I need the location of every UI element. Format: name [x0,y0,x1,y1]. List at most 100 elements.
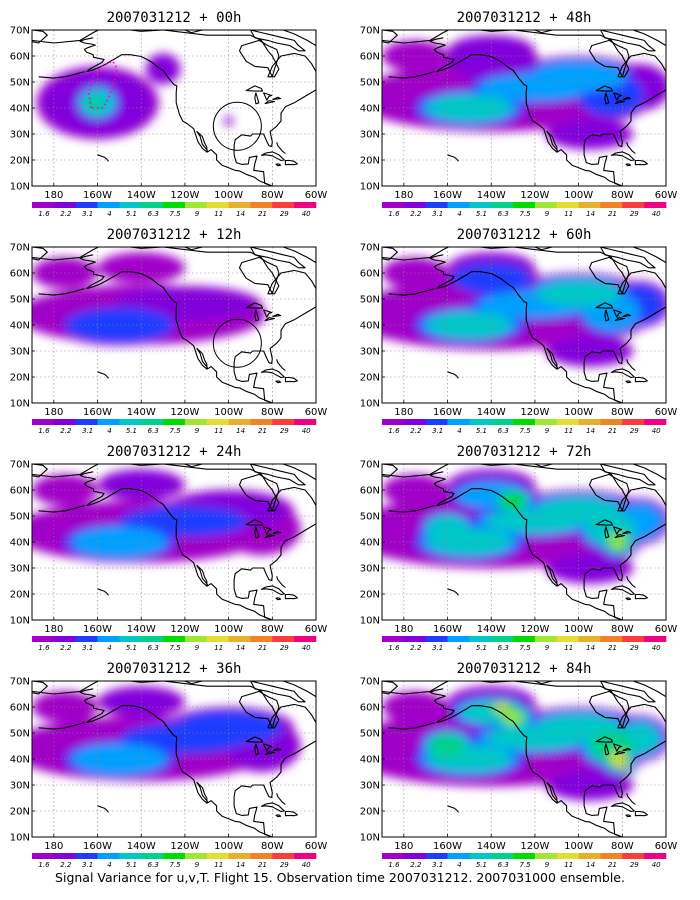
lon-tick-label: 120W [170,190,199,201]
lat-tick-label: 20N [10,807,30,818]
colorbar-swatch [425,202,448,208]
colorbar-label: 9 [195,861,200,869]
colorbar-label: 7.5 [520,644,532,652]
colorbar-label: 14 [236,861,245,869]
colorbar-swatch [75,419,98,425]
lon-tick-label: 60W [305,190,328,201]
colorbar-label: 2.2 [60,861,72,869]
colorbar-swatch [141,202,164,208]
colorbar-label: 5.1 [476,210,487,218]
lon-tick-label: 100W [564,624,593,635]
lat-tick-label: 20N [360,590,380,601]
panel-title: 2007031212 + 00h [107,10,242,26]
panel-title: 2007031212 + 36h [107,661,242,677]
variance-field [382,686,666,801]
lon-tick-label: 140W [127,190,156,201]
coastlines [382,30,666,186]
lat-tick-label: 50N [360,295,380,306]
colorbar-swatch [53,202,76,208]
colorbar: 1.6 2.2 3.1 4 5.1 6.3 7.5 9 11 14 21 29 40 [32,636,317,652]
colorbar-label: 2.2 [410,644,422,652]
lat-tick-label: 10N [10,399,30,410]
map-panel: 2007031212 + 48h 10N 20N 30N 40N 50N 60N 70N 180… [360,10,678,218]
colorbar-swatch [53,853,76,859]
colorbar-swatch [272,202,295,208]
lat-tick-label: 60N [10,52,30,63]
colorbar-label: 9 [195,210,200,218]
lat-tick-label: 40N [10,321,30,332]
colorbar-label: 40 [652,861,661,869]
colorbar-label: 5.1 [126,427,137,435]
map-panel: 2007031212 + 72h 10N 20N 30N 40N 50N 60N 70N 180… [360,444,678,652]
panel-title: 2007031212 + 72h [457,444,592,460]
gridlines [32,681,316,837]
colorbar-swatch [534,419,558,425]
colorbar-swatch [622,419,645,425]
variance-field [32,686,301,782]
colorbar-label: 1.6 [388,861,400,869]
colorbar-swatch [534,853,558,859]
lat-tick-label: 10N [10,182,30,193]
target-region-circle [212,101,262,151]
colorbar-label: 11 [564,427,573,435]
colorbar-swatch [578,636,601,642]
colorbar-label: 40 [652,644,661,652]
lat-tick-label: 70N [360,460,380,471]
lon-tick-label: 120W [170,407,199,418]
colorbar-swatch [206,419,229,425]
variance-field [382,35,666,150]
lon-tick-label: 160W [83,407,112,418]
colorbar-label: 21 [608,861,617,869]
colorbar-label: 1.6 [38,210,50,218]
panel-title: 2007031212 + 60h [457,227,592,243]
colorbar-label: 29 [280,427,289,435]
colorbar-swatch [32,636,55,642]
colorbar-swatch [447,636,470,642]
colorbar-swatch [272,636,295,642]
colorbar-swatch [382,419,405,425]
colorbar-swatch [75,853,98,859]
colorbar-swatch [382,853,405,859]
lat-tick-label: 70N [10,460,30,471]
colorbar-swatch [294,419,317,425]
lon-tick-label: 80W [611,624,634,635]
lon-tick-label: 160W [433,190,462,201]
colorbar-swatch [382,636,405,642]
lat-tick-label: 50N [10,512,30,523]
colorbar-label: 3.1 [432,427,443,435]
panel-title: 2007031212 + 48h [457,10,592,26]
colorbar-swatch [294,853,317,859]
gridlines [32,464,316,620]
lon-tick-label: 100W [214,841,243,852]
colorbar-swatch [425,419,448,425]
lat-tick-label: 30N [360,347,380,358]
colorbar-swatch [447,853,470,859]
lat-tick-label: 40N [360,321,380,332]
colorbar-label: 14 [236,427,245,435]
lon-tick-label: 140W [477,407,506,418]
lon-tick-label: 180 [394,407,413,418]
colorbar-swatch [382,202,405,208]
colorbar-swatch [294,202,317,208]
colorbar-label: 4 [457,644,461,652]
colorbar: 1.6 2.2 3.1 4 5.1 6.3 7.5 9 11 14 21 29 40 [382,419,667,435]
colorbar-label: 21 [258,427,267,435]
colorbar: 1.6 2.2 3.1 4 5.1 6.3 7.5 9 11 14 21 29 40 [382,636,667,652]
colorbar-label: 7.5 [520,210,532,218]
colorbar-label: 14 [236,210,245,218]
lat-tick-label: 30N [360,130,380,141]
colorbar-label: 1.6 [388,427,400,435]
lon-tick-label: 60W [305,624,328,635]
coastlines [32,464,316,620]
colorbar-swatch [513,419,536,425]
lon-tick-label: 60W [305,407,328,418]
colorbar-swatch [32,853,55,859]
colorbar-swatch [53,419,76,425]
colorbar-swatch [206,636,229,642]
colorbar-label: 7.5 [520,427,532,435]
colorbar-label: 7.5 [170,427,182,435]
colorbar-swatch [97,853,120,859]
lon-tick-label: 60W [655,841,678,852]
lon-tick-label: 120W [170,841,199,852]
